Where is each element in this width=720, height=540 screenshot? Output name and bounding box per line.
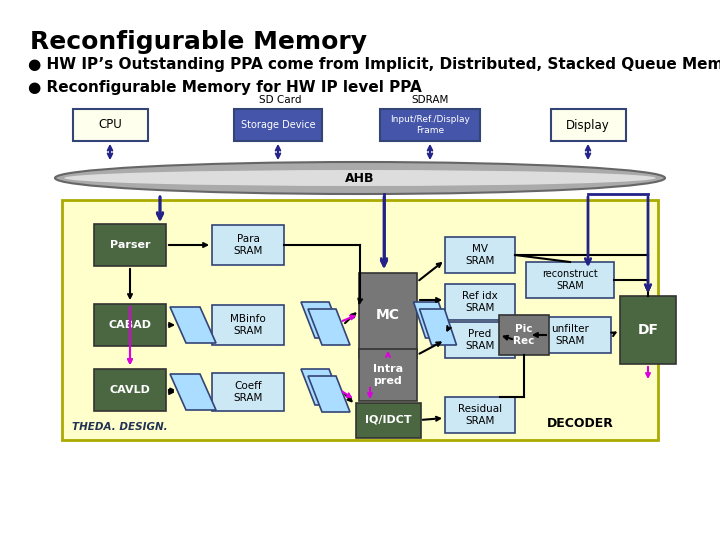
FancyBboxPatch shape [94,304,166,346]
Text: Reconfigurable Memory: Reconfigurable Memory [30,30,367,54]
Text: DF: DF [637,323,659,337]
FancyBboxPatch shape [551,109,626,141]
Text: ● Reconfigurable Memory for HW IP level PPA: ● Reconfigurable Memory for HW IP level … [28,80,422,95]
Polygon shape [308,376,350,412]
FancyBboxPatch shape [73,109,148,141]
Text: CABAD: CABAD [109,320,151,330]
FancyBboxPatch shape [62,200,658,440]
Polygon shape [413,302,451,338]
Text: Display: Display [566,118,610,132]
FancyBboxPatch shape [526,262,614,298]
Text: unfilter
SRAM: unfilter SRAM [551,324,589,346]
Text: IQ/IDCT: IQ/IDCT [365,415,411,425]
Text: Parser: Parser [109,240,150,250]
FancyBboxPatch shape [529,317,611,353]
FancyBboxPatch shape [445,322,515,358]
FancyBboxPatch shape [445,284,515,320]
Ellipse shape [55,162,665,194]
Polygon shape [301,369,343,405]
Text: CAVLD: CAVLD [109,385,150,395]
FancyBboxPatch shape [212,373,284,411]
Polygon shape [170,307,216,343]
Text: Residual
SRAM: Residual SRAM [458,404,502,426]
FancyBboxPatch shape [359,273,417,357]
FancyBboxPatch shape [212,225,284,265]
Polygon shape [308,309,350,345]
Polygon shape [170,374,216,410]
FancyBboxPatch shape [94,224,166,266]
Text: THEDA. DESIGN.: THEDA. DESIGN. [72,422,168,432]
Text: Storage Device: Storage Device [240,120,315,130]
Text: MBinfo
SRAM: MBinfo SRAM [230,314,266,336]
Text: CPU: CPU [98,118,122,132]
Text: Para
SRAM: Para SRAM [233,234,263,256]
Text: Ref idx
SRAM: Ref idx SRAM [462,291,498,313]
FancyBboxPatch shape [212,305,284,345]
Text: Coeff
SRAM: Coeff SRAM [233,381,263,403]
Polygon shape [420,309,456,345]
Text: Pic
Rec: Pic Rec [513,324,535,346]
Ellipse shape [64,170,656,186]
Text: MC: MC [376,308,400,322]
Text: SDRAM: SDRAM [411,95,449,105]
FancyBboxPatch shape [359,349,417,401]
FancyBboxPatch shape [445,397,515,433]
Text: SD Card: SD Card [258,95,301,105]
Text: AHB: AHB [346,172,374,185]
FancyBboxPatch shape [94,369,166,411]
Text: Input/Ref./Display
Frame: Input/Ref./Display Frame [390,116,470,134]
FancyBboxPatch shape [380,109,480,141]
Text: Intra
pred: Intra pred [373,364,403,386]
Text: ● HW IP’s Outstanding PPA come from Implicit, Distributed, Stacked Queue Memory: ● HW IP’s Outstanding PPA come from Impl… [28,57,720,72]
FancyBboxPatch shape [356,402,420,437]
Text: reconstruct
SRAM: reconstruct SRAM [542,269,598,291]
FancyBboxPatch shape [234,109,322,141]
Text: DECODER: DECODER [546,417,613,430]
FancyBboxPatch shape [445,237,515,273]
Text: MV
SRAM: MV SRAM [465,244,495,266]
FancyBboxPatch shape [620,296,676,364]
Polygon shape [301,302,343,338]
Text: Pred
SRAM: Pred SRAM [465,329,495,351]
FancyBboxPatch shape [499,315,549,355]
